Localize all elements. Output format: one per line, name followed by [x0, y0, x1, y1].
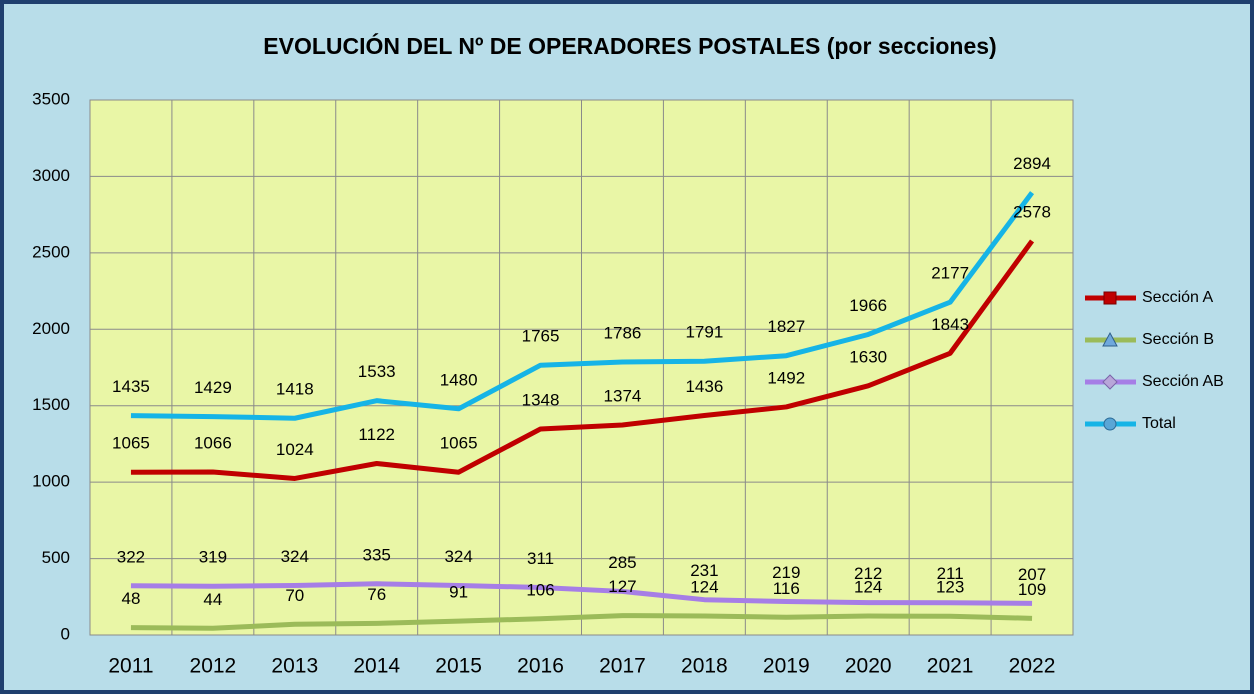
data-label: 1122 [358, 425, 395, 444]
data-label: 319 [199, 548, 227, 567]
x-tick-label: 2020 [845, 655, 892, 678]
y-tick-label: 0 [61, 624, 70, 643]
data-label: 1843 [931, 315, 969, 334]
data-label: 1630 [849, 347, 887, 366]
data-label: 219 [772, 563, 800, 582]
data-label: 1786 [604, 323, 642, 342]
data-label: 1374 [604, 386, 642, 405]
data-label: 1436 [685, 377, 723, 396]
data-label: 1533 [358, 362, 396, 381]
data-label: 2894 [1013, 154, 1051, 173]
series-line [130, 613, 1033, 631]
data-label: 1065 [440, 434, 478, 453]
y-tick-label: 2000 [32, 319, 70, 338]
data-label: 1065 [112, 434, 150, 453]
legend-label: Total [1142, 415, 1176, 432]
data-label: 1066 [194, 434, 232, 453]
data-label: 76 [367, 585, 386, 604]
data-label: 124 [854, 578, 882, 597]
x-tick-label: 2013 [271, 655, 318, 678]
data-label: 1024 [276, 440, 314, 459]
x-tick-label: 2022 [1009, 655, 1056, 678]
legend-label: Sección A [1142, 289, 1213, 306]
series-line [130, 581, 1033, 606]
data-label: 1966 [849, 296, 887, 315]
y-tick-label: 1500 [32, 395, 70, 414]
data-label: 123 [936, 578, 964, 597]
data-label: 1348 [522, 390, 560, 409]
data-label: 1827 [767, 317, 805, 336]
x-tick-label: 2016 [517, 655, 564, 678]
data-label: 2578 [1013, 202, 1051, 221]
data-label: 1435 [112, 377, 150, 396]
data-label: 335 [363, 545, 391, 564]
legend-marker [1102, 374, 1118, 390]
data-label: 1418 [276, 380, 314, 399]
x-tick-label: 2012 [190, 655, 237, 678]
data-label: 212 [854, 564, 882, 583]
legend-label: Sección AB [1142, 373, 1224, 390]
y-tick-label: 3000 [32, 166, 70, 185]
data-label: 70 [285, 586, 304, 605]
x-tick-label: 2019 [763, 655, 810, 678]
data-label: 285 [608, 553, 636, 572]
x-tick-label: 2015 [435, 655, 482, 678]
y-tick-label: 3500 [32, 89, 70, 108]
legend-marker [1102, 331, 1118, 347]
series-line [130, 239, 1035, 481]
data-label: 324 [444, 547, 472, 566]
data-label: 211 [937, 564, 964, 583]
data-label: 2177 [931, 264, 969, 283]
data-label: 1791 [685, 323, 723, 342]
data-label: 207 [1018, 565, 1046, 584]
x-tick-label: 2018 [681, 655, 728, 678]
chart-title: EVOLUCIÓN DEL Nº DE OPERADORES POSTALES … [263, 32, 996, 59]
data-label: 322 [117, 547, 145, 566]
x-tick-label: 2011 [108, 655, 153, 678]
data-label: 1765 [522, 327, 560, 346]
y-tick-label: 500 [42, 548, 70, 567]
x-tick-label: 2014 [353, 655, 400, 678]
data-label: 311 [527, 549, 554, 568]
data-label: 1480 [440, 370, 478, 389]
data-label: 48 [121, 589, 140, 608]
data-label: 1429 [194, 378, 232, 397]
legend-marker [1103, 291, 1117, 305]
data-label: 231 [690, 561, 718, 580]
data-label: 106 [526, 580, 554, 599]
y-tick-label: 2500 [32, 242, 70, 261]
data-label: 1492 [767, 368, 805, 387]
data-label: 116 [773, 579, 800, 598]
data-label: 124 [690, 578, 718, 597]
x-tick-label: 2021 [927, 655, 974, 678]
legend-marker [1103, 417, 1117, 431]
y-tick-label: 1000 [32, 472, 70, 491]
series-line [130, 191, 1035, 421]
data-label: 91 [449, 583, 468, 602]
data-label: 44 [203, 590, 222, 609]
legend-label: Sección B [1142, 331, 1214, 348]
data-label: 324 [281, 547, 309, 566]
data-label: 127 [608, 577, 636, 596]
x-tick-label: 2017 [599, 655, 646, 678]
data-label: 109 [1018, 580, 1046, 599]
